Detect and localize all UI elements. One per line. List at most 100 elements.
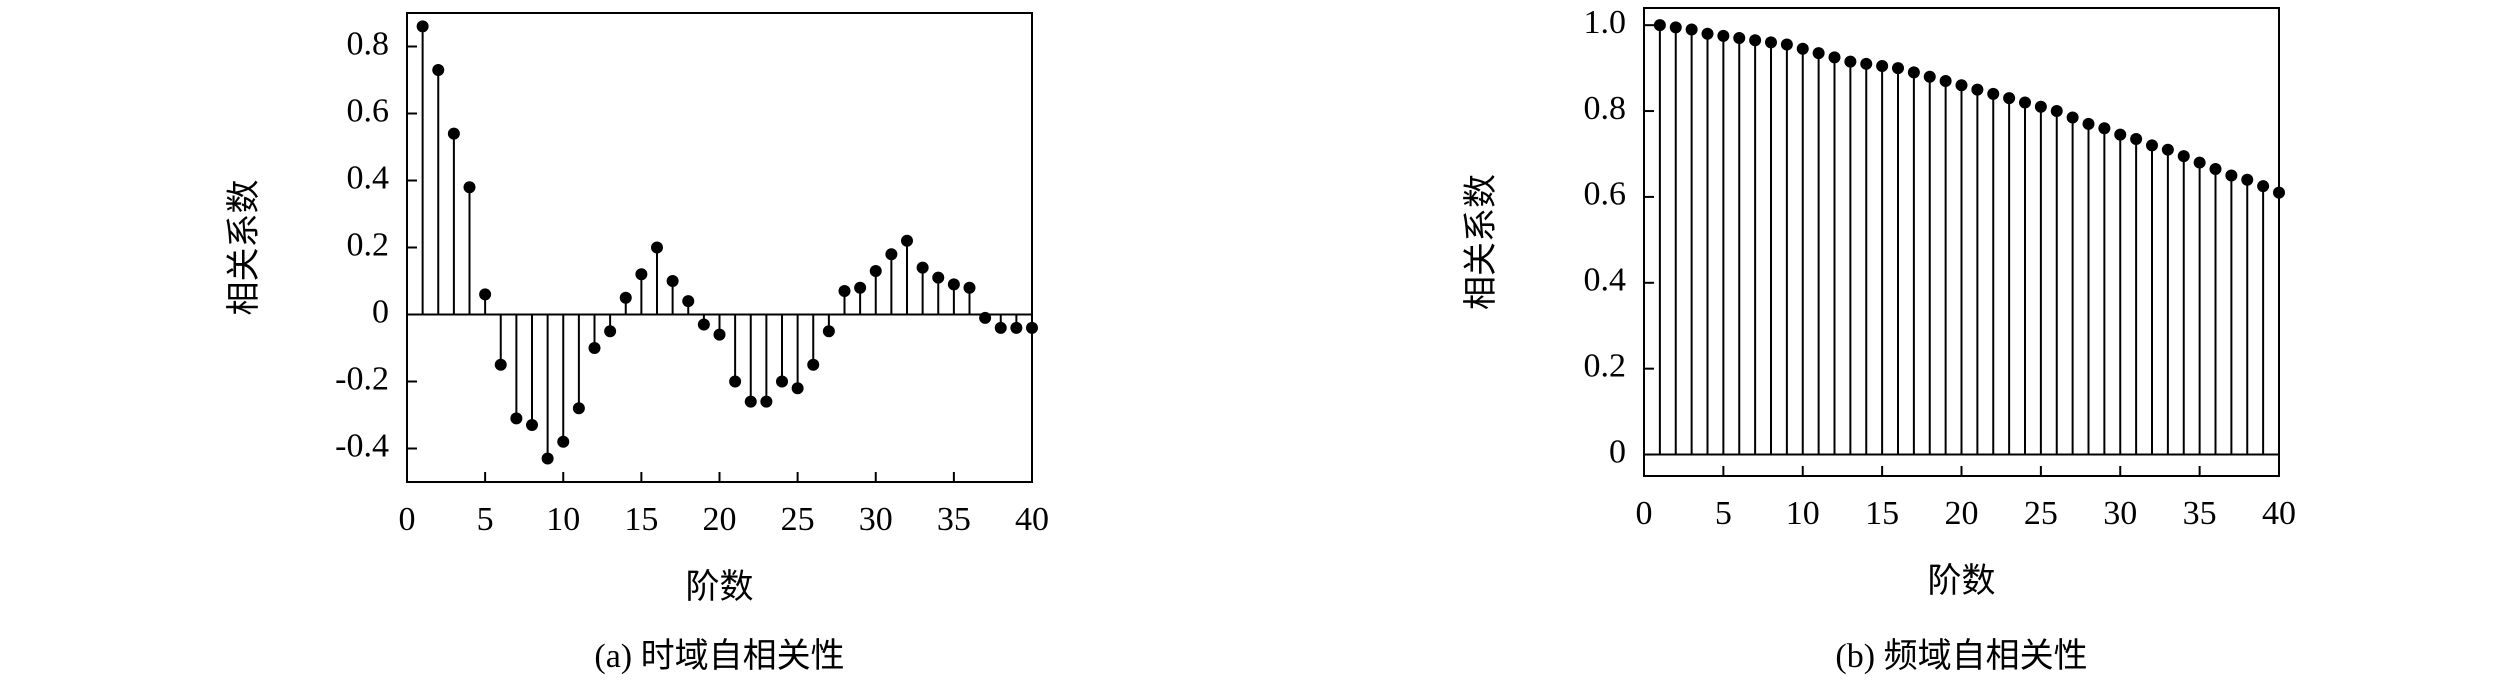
stem-marker bbox=[494, 358, 507, 371]
stem-marker bbox=[651, 241, 663, 254]
stem-marker bbox=[463, 181, 476, 194]
x-tick-label: 35 bbox=[937, 501, 971, 538]
stem-marker bbox=[510, 412, 523, 425]
chart: -0.4 -0.2 0 0.2 0.4 0.6 0.8 0 5 10 15 20 25 30 35 40 阶数 相… bbox=[225, 12, 1049, 675]
stem-marker bbox=[1653, 19, 1666, 32]
stem-marker bbox=[2019, 96, 2031, 109]
y-tick-label: 0.4 bbox=[1584, 262, 1627, 299]
stem-marker bbox=[1860, 57, 1873, 70]
stem-marker bbox=[2257, 180, 2270, 193]
stem-marker bbox=[619, 291, 632, 304]
y-tick-label: 0.6 bbox=[347, 92, 390, 129]
x-tick-label: 25 bbox=[781, 501, 815, 538]
x-tick-label: 15 bbox=[624, 501, 658, 538]
x-tick-label: 10 bbox=[1786, 495, 1820, 532]
stem-marker bbox=[1780, 38, 1793, 51]
x-tick-label: 40 bbox=[2262, 495, 2296, 532]
plot-frame bbox=[406, 12, 1033, 483]
y-tick-label: 0.2 bbox=[1584, 347, 1627, 384]
stem-marker bbox=[1669, 21, 1682, 34]
stem-marker bbox=[760, 395, 773, 408]
stem-marker bbox=[1010, 321, 1023, 334]
stem-marker bbox=[807, 358, 820, 371]
stem-marker bbox=[2066, 111, 2079, 124]
stem-marker bbox=[541, 452, 554, 465]
stem-marker bbox=[416, 20, 429, 33]
stem-marker bbox=[1733, 32, 1746, 45]
x-tick-label: 0 bbox=[1636, 495, 1653, 532]
caption: (a) 时域自相关性 bbox=[594, 637, 844, 675]
x-tick-label: 20 bbox=[1945, 495, 1979, 532]
stem-marker bbox=[697, 318, 710, 331]
stem-marker bbox=[713, 328, 726, 341]
stem-marker bbox=[2177, 150, 2190, 163]
stem-marker bbox=[1717, 29, 1730, 42]
stem-marker bbox=[1939, 74, 1952, 87]
stem-marker bbox=[666, 275, 679, 287]
stem-marker bbox=[2146, 139, 2158, 152]
stem-marker bbox=[1828, 51, 1841, 64]
stem-marker bbox=[2225, 169, 2238, 182]
stem-marker bbox=[901, 234, 913, 247]
stem-marker bbox=[963, 281, 976, 294]
stem-marker bbox=[1812, 47, 1825, 60]
stem-marker bbox=[2241, 173, 2254, 186]
x-tick-label: 30 bbox=[2103, 495, 2137, 532]
x-tick-label: 15 bbox=[1865, 495, 1899, 532]
y-tick-label: -0.2 bbox=[335, 360, 389, 397]
stem-marker bbox=[1987, 87, 2000, 100]
stem-marker bbox=[885, 248, 898, 261]
stem-marker bbox=[1907, 66, 1920, 79]
stem-marker bbox=[2114, 128, 2127, 141]
stem-marker bbox=[791, 382, 804, 395]
x-axis-label: 阶数 bbox=[1928, 562, 1996, 600]
stem-marker bbox=[432, 63, 445, 76]
stem-marker bbox=[1765, 36, 1777, 49]
stem-marker bbox=[1844, 55, 1857, 68]
stem-marker bbox=[1971, 83, 1984, 96]
stem-marker bbox=[604, 325, 617, 338]
stem-marker bbox=[979, 311, 992, 324]
stem-marker bbox=[2082, 117, 2095, 130]
stem-marker bbox=[2098, 122, 2111, 135]
stem-marker bbox=[557, 435, 570, 448]
x-tick-label: 40 bbox=[1015, 501, 1049, 538]
stem-marker bbox=[869, 264, 882, 277]
stem-marker bbox=[2003, 92, 2016, 105]
y-tick-label: 0.2 bbox=[347, 226, 390, 263]
stem-marker bbox=[1749, 34, 1762, 47]
stem-marker bbox=[1685, 23, 1698, 36]
stem-marker bbox=[447, 127, 460, 140]
y-tick-label: 0 bbox=[1609, 433, 1626, 470]
y-tick-label: 0 bbox=[372, 293, 389, 330]
stem-marker bbox=[1892, 62, 1904, 75]
x-tick-label: 25 bbox=[2024, 495, 2058, 532]
stem-marker bbox=[1876, 59, 1889, 72]
stem-marker bbox=[2209, 163, 2222, 176]
stem-marker bbox=[947, 278, 960, 291]
stem-marker bbox=[2050, 105, 2063, 118]
stem-marker bbox=[838, 285, 851, 298]
x-tick-label: 5 bbox=[1715, 495, 1732, 532]
stem-marker bbox=[2130, 132, 2143, 145]
stem-marker bbox=[932, 271, 945, 284]
stem-marker bbox=[1923, 70, 1936, 83]
stem-marker bbox=[994, 321, 1007, 334]
stem-marker bbox=[822, 325, 835, 338]
x-tick-label: 10 bbox=[546, 501, 580, 538]
stem-marker bbox=[776, 375, 788, 388]
stem-marker bbox=[2193, 156, 2206, 169]
y-tick-label: 0.8 bbox=[347, 25, 390, 62]
y-tick-label: 0.6 bbox=[1584, 176, 1627, 213]
y-tick-label: 1.0 bbox=[1584, 4, 1627, 41]
stem-marker bbox=[1955, 79, 1968, 92]
stem-marker bbox=[2034, 100, 2047, 113]
stem-marker bbox=[479, 288, 492, 301]
y-tick-label: 0.4 bbox=[347, 159, 390, 196]
stem-marker bbox=[2273, 186, 2285, 199]
x-tick-label: 5 bbox=[477, 501, 494, 538]
x-axis-label: 阶数 bbox=[686, 568, 754, 606]
stem-marker bbox=[854, 281, 867, 294]
